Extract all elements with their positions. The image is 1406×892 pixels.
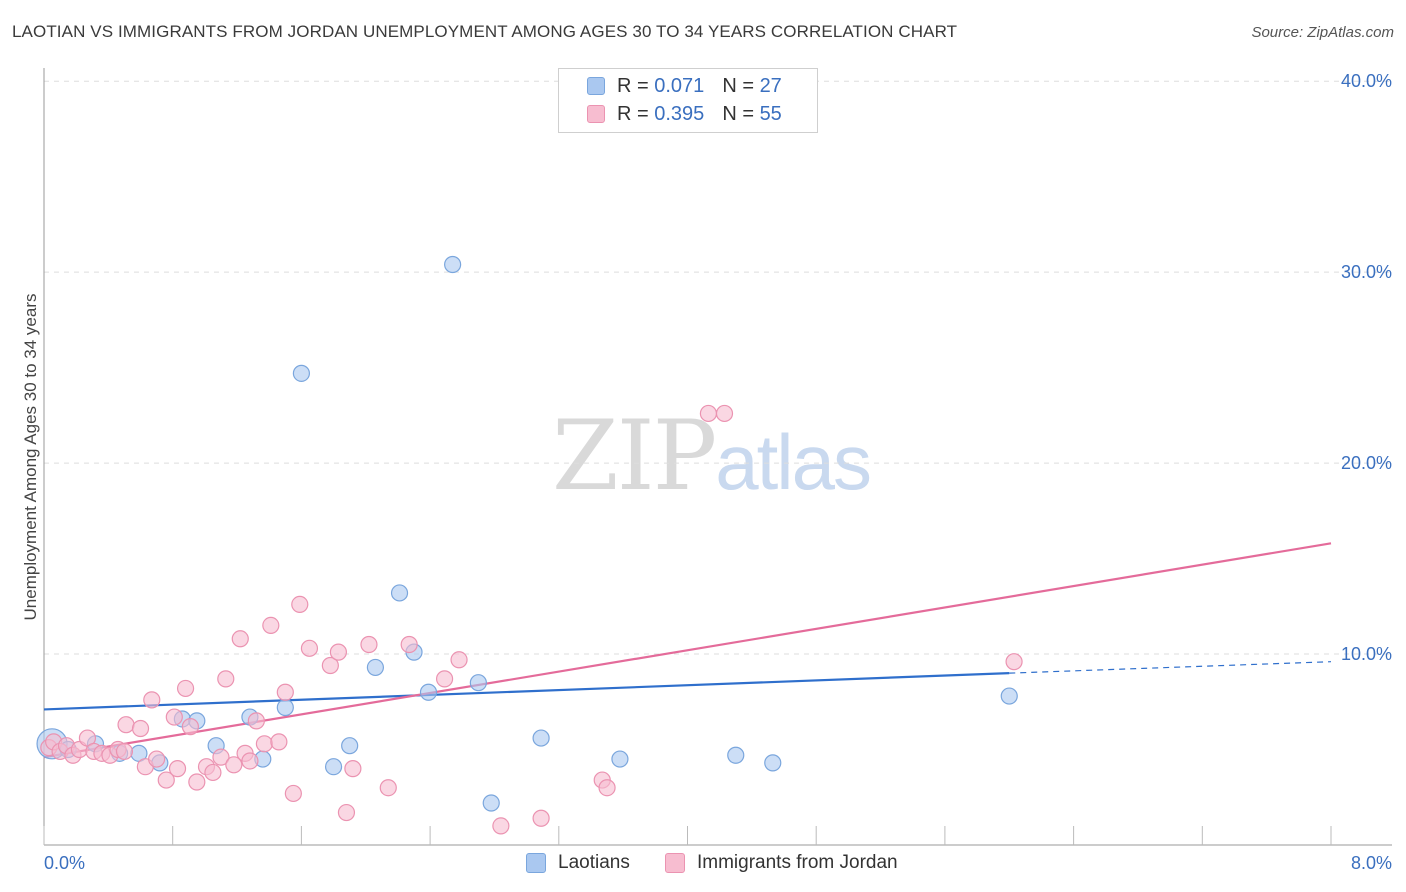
- legend-row-jordan: R = 0.395 N = 55: [587, 101, 782, 127]
- jordan-trend-line: [43, 542, 1332, 759]
- laotian-point: [469, 674, 487, 692]
- legend-n-label: N =: [722, 74, 754, 97]
- jordan-point: [344, 760, 362, 778]
- legend-r-label: R =: [617, 102, 649, 125]
- laotian-point: [727, 746, 745, 764]
- jordan-point: [131, 719, 150, 738]
- laotian-point: [482, 794, 500, 812]
- legend-label-jordan: Immigrants from Jordan: [697, 852, 898, 873]
- legend-row-laotians: R = 0.071 N = 27: [587, 73, 782, 99]
- laotian-point: [419, 683, 438, 701]
- jordan-point: [300, 639, 319, 657]
- jordan-point: [165, 708, 183, 726]
- laotian-point: [324, 758, 343, 776]
- jordan-point: [379, 779, 397, 797]
- jordan-point: [225, 756, 243, 774]
- series-legend: Laotians Immigrants from Jordan: [0, 852, 1406, 878]
- jordan-point: [276, 683, 294, 701]
- y-tick-label: 10.0%: [1341, 644, 1392, 664]
- jordan-legend-swatch: [665, 853, 685, 873]
- jordan-point: [699, 404, 718, 423]
- jordan-point: [337, 803, 356, 822]
- legend-label-laotians: Laotians: [558, 852, 630, 873]
- jordan-point: [270, 733, 288, 751]
- jordan-point: [117, 716, 135, 734]
- jordan-point: [181, 718, 199, 736]
- legend-n-value: 55: [759, 102, 782, 125]
- jordan-point: [217, 670, 235, 688]
- watermark: ZIPatlas: [552, 400, 872, 512]
- x-tick-label-min: 0.0%: [44, 853, 85, 873]
- jordan-swatch: [587, 105, 605, 123]
- jordan-point: [360, 635, 378, 654]
- laotian-point: [764, 754, 782, 772]
- jordan-point: [291, 595, 309, 614]
- jordan-point: [231, 630, 249, 648]
- laotian-point: [1000, 687, 1018, 705]
- jordan-point: [1005, 653, 1023, 671]
- legend-r-label: R =: [617, 74, 649, 97]
- jordan-point: [262, 616, 280, 635]
- jordan-point: [148, 750, 166, 768]
- laotian-point: [292, 364, 310, 382]
- jordan-point: [284, 784, 302, 803]
- jordan-point: [115, 742, 134, 761]
- laotian-point: [341, 737, 359, 755]
- jordan-point: [255, 735, 273, 753]
- jordan-point: [598, 779, 616, 797]
- laotian-legend-swatch: [526, 853, 546, 873]
- jordan-point: [329, 643, 348, 661]
- chart-title: LAOTIAN VS IMMIGRANTS FROM JORDAN UNEMPL…: [12, 22, 958, 41]
- y-tick-label: 40.0%: [1341, 71, 1392, 91]
- legend-n-value: 27: [759, 74, 782, 97]
- jordan-point: [157, 771, 175, 789]
- jordan-point: [400, 635, 418, 654]
- laotian-swatch: [587, 77, 605, 95]
- laotian-point: [276, 698, 294, 717]
- y-axis-label: Unemployment Among Ages 30 to 34 years: [21, 294, 40, 621]
- legend-n-label: N =: [722, 102, 754, 125]
- laotian-trend-extension: [1009, 661, 1332, 674]
- jordan-point: [435, 670, 454, 688]
- jordan-point: [532, 809, 550, 827]
- jordan-points: [40, 404, 1023, 835]
- laotian-point: [390, 584, 409, 602]
- laotian-point: [532, 729, 550, 747]
- grid: [44, 80, 1392, 655]
- x-tick-label-max: 8.0%: [1351, 853, 1392, 873]
- legend-r-value: 0.071: [654, 74, 705, 97]
- jordan-point: [241, 752, 259, 770]
- stats-legend: R = 0.071 N = 27 R = 0.395 N = 55: [558, 68, 818, 133]
- laotian-trend-line: [43, 672, 1010, 711]
- jordan-point: [450, 651, 468, 669]
- jordan-point: [247, 712, 265, 730]
- y-tick-labels: 10.0% 20.0% 30.0% 40.0%: [1341, 71, 1392, 664]
- laotian-point: [444, 255, 462, 274]
- axes: [43, 68, 1392, 846]
- legend-item-laotians: Laotians: [526, 852, 630, 874]
- jordan-point: [492, 817, 510, 835]
- jordan-point: [168, 760, 187, 778]
- laotian-point: [611, 750, 629, 768]
- jordan-point: [188, 773, 206, 791]
- jordan-point: [715, 404, 734, 423]
- y-tick-label: 30.0%: [1341, 262, 1392, 282]
- jordan-point: [212, 748, 230, 766]
- legend-item-jordan: Immigrants from Jordan: [665, 852, 898, 874]
- y-tick-label: 20.0%: [1341, 453, 1392, 473]
- watermark-atlas: atlas: [715, 418, 872, 506]
- jordan-point: [321, 656, 339, 675]
- laotian-point: [366, 658, 385, 677]
- legend-r-value: 0.395: [654, 102, 705, 125]
- jordan-point: [204, 763, 222, 782]
- x-ticks: [43, 826, 1332, 845]
- jordan-point: [176, 679, 195, 698]
- jordan-point: [143, 691, 161, 709]
- watermark-zip: ZIP: [552, 400, 717, 512]
- source-label: Source: ZipAtlas.com: [1251, 24, 1394, 41]
- trend-lines: [43, 542, 1332, 759]
